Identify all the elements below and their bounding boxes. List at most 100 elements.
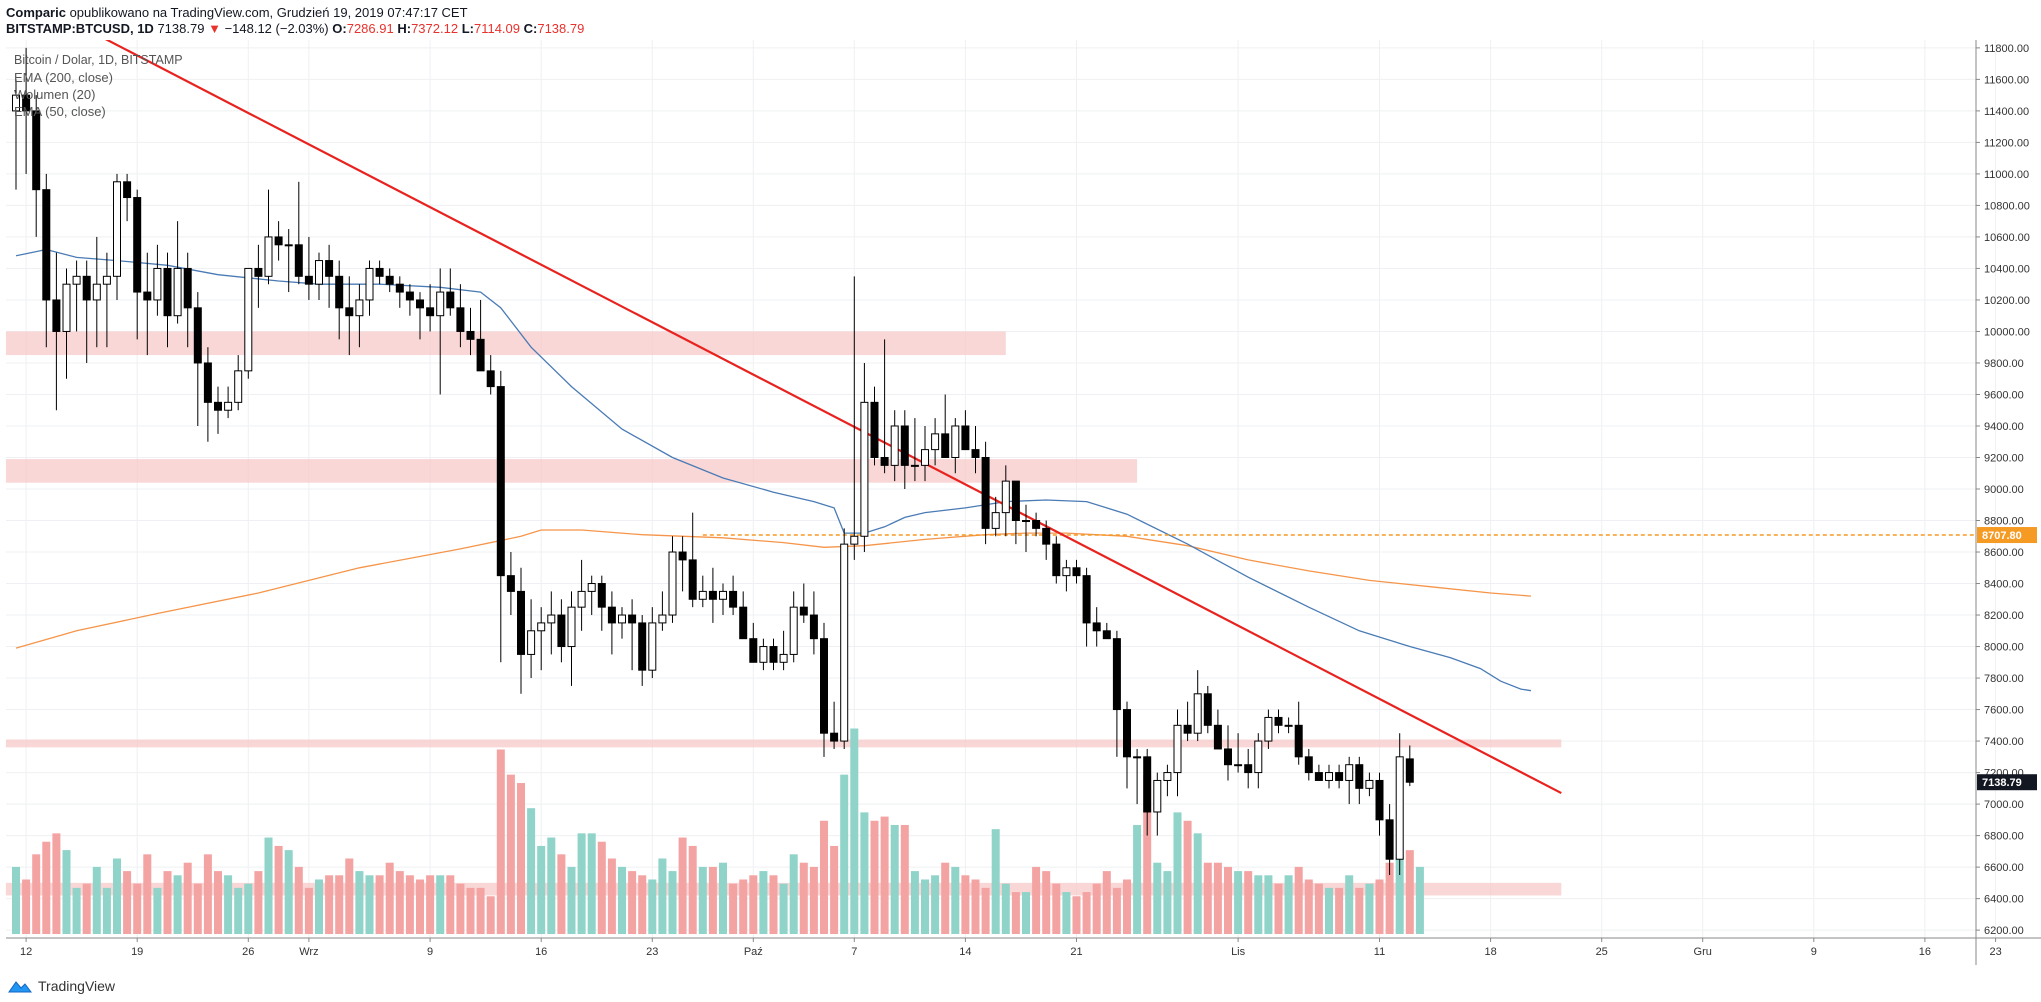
candle[interactable] (1022, 504, 1030, 553)
candle[interactable] (517, 567, 525, 694)
candle[interactable] (1304, 748, 1313, 781)
author-name[interactable]: Comparic (6, 5, 66, 20)
candle[interactable] (1082, 567, 1091, 647)
candle[interactable] (163, 252, 172, 348)
candle[interactable] (1102, 622, 1111, 640)
candle[interactable] (456, 284, 465, 348)
candle[interactable] (173, 221, 182, 324)
candle[interactable] (668, 536, 677, 623)
candle[interactable] (1405, 745, 1414, 787)
candle[interactable] (183, 252, 192, 348)
candle[interactable] (486, 355, 495, 395)
candle[interactable] (1365, 772, 1374, 797)
candle[interactable] (739, 591, 748, 640)
candle[interactable] (133, 189, 142, 340)
price-chart[interactable]: 6200.006400.006600.006800.007000.007200.… (0, 40, 2041, 965)
candle[interactable] (1264, 709, 1273, 749)
candle[interactable] (1375, 772, 1384, 836)
candle[interactable] (789, 591, 798, 663)
candle[interactable] (951, 418, 960, 474)
candle[interactable] (638, 615, 647, 686)
candle[interactable] (1001, 465, 1010, 537)
candle[interactable] (203, 347, 212, 442)
candle[interactable] (496, 370, 505, 663)
candle[interactable] (102, 252, 111, 348)
candle[interactable] (759, 638, 768, 671)
candle[interactable] (628, 599, 637, 671)
candle[interactable] (860, 362, 869, 553)
legend-symbol[interactable]: Bitcoin / Dolar, 1D, BITSTAMP (14, 53, 183, 67)
candle[interactable] (1193, 670, 1202, 742)
candle[interactable] (1244, 748, 1253, 789)
candle[interactable] (1355, 756, 1364, 805)
candle[interactable] (527, 599, 536, 679)
candle[interactable] (981, 441, 990, 545)
candle[interactable] (476, 299, 485, 372)
candle[interactable] (840, 528, 849, 749)
candle[interactable] (1345, 756, 1354, 805)
candle[interactable] (1173, 709, 1182, 797)
candle[interactable] (304, 236, 313, 300)
candle[interactable] (658, 591, 667, 631)
candle[interactable] (648, 607, 657, 679)
candle[interactable] (345, 276, 354, 356)
candle[interactable] (446, 268, 455, 316)
candle[interactable] (385, 268, 394, 293)
candle[interactable] (32, 95, 41, 237)
candle[interactable] (1335, 764, 1344, 789)
candle[interactable] (153, 244, 162, 316)
candle[interactable] (244, 267, 253, 379)
candle[interactable] (335, 260, 344, 340)
candle[interactable] (1042, 520, 1051, 560)
candle[interactable] (1284, 717, 1293, 734)
candle[interactable] (931, 418, 940, 466)
candle[interactable] (1294, 701, 1303, 765)
legend-volume[interactable]: Wolumen (20) (14, 87, 96, 102)
candle[interactable] (1274, 709, 1283, 734)
candle[interactable] (719, 583, 727, 616)
candle[interactable] (72, 260, 81, 332)
candle[interactable] (749, 622, 758, 663)
candle[interactable] (779, 630, 788, 671)
candle[interactable] (405, 284, 414, 316)
candle[interactable] (214, 386, 222, 434)
candle[interactable] (1123, 701, 1131, 789)
candle[interactable] (941, 394, 950, 458)
candle[interactable] (355, 284, 364, 348)
candle[interactable] (284, 229, 293, 293)
candle[interactable] (22, 47, 31, 174)
candle[interactable] (850, 276, 859, 560)
legend-ema50[interactable]: EMA (50, close) (14, 104, 106, 119)
candle[interactable] (1213, 709, 1222, 750)
candle[interactable] (325, 244, 334, 308)
candle[interactable] (1183, 701, 1192, 742)
candle[interactable] (1234, 733, 1243, 773)
candle[interactable] (274, 221, 283, 261)
candle[interactable] (729, 575, 738, 616)
candle[interactable] (1011, 480, 1020, 545)
candle[interactable] (900, 410, 909, 489)
candle[interactable] (62, 268, 71, 379)
candle[interactable] (688, 512, 697, 608)
candle[interactable] (1325, 764, 1333, 789)
tradingview-footer[interactable]: TradingView (8, 974, 115, 998)
candle[interactable] (1092, 607, 1101, 647)
candle[interactable] (395, 276, 404, 308)
candle[interactable] (375, 260, 384, 285)
candle[interactable] (436, 268, 445, 395)
candle[interactable] (557, 599, 566, 663)
candle[interactable] (577, 559, 586, 631)
candle[interactable] (143, 252, 152, 356)
candle[interactable] (294, 181, 303, 285)
candle[interactable] (698, 575, 707, 608)
candle[interactable] (910, 418, 919, 482)
candle[interactable] (426, 284, 435, 332)
trendline[interactable] (0, 40, 1562, 795)
candle[interactable] (42, 173, 51, 348)
candle[interactable] (597, 575, 606, 631)
candle[interactable] (12, 79, 20, 190)
candle[interactable] (113, 173, 121, 300)
candle[interactable] (52, 252, 61, 411)
candle[interactable] (1143, 748, 1152, 836)
candle[interactable] (92, 236, 101, 348)
